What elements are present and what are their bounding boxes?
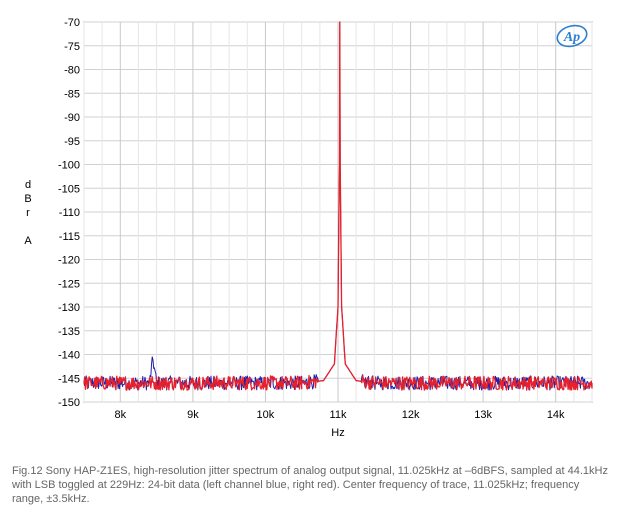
y-tick-label: -125 (58, 278, 80, 290)
y-tick-label: -115 (59, 231, 80, 243)
y-tick-label: -100 (58, 160, 80, 172)
y-tick-label: -140 (58, 350, 80, 362)
y-tick-label: -150 (58, 397, 80, 409)
series-line (83, 21, 593, 391)
y-axis-label-letter: r (26, 207, 30, 219)
chart: -70 -75 -80 -85 -90 -95 -100 -105 -110 -115 -120 -1… (24, 17, 593, 439)
x-tick-label: 11k (330, 409, 347, 421)
y-tick-label: -70 (64, 17, 80, 29)
y-tick-label: -95 (64, 136, 80, 148)
y-tick-label: -105 (58, 183, 80, 195)
ap-logo: Ap (556, 24, 588, 48)
figure-caption: Fig.12 Sony HAP-Z1ES, high-resolution ji… (12, 465, 608, 505)
y-axis-label-letter: d (25, 179, 31, 191)
y-tick-label: -85 (64, 88, 80, 100)
x-tick-label: 8k (114, 409, 126, 421)
x-tick-label: 9k (187, 409, 199, 421)
y-tick-label: -75 (64, 41, 80, 53)
y-axis-label-letter: B (24, 193, 31, 205)
ap-logo-text: Ap (563, 30, 580, 45)
y-axis-label-letter: A (24, 235, 32, 247)
x-axis-ticks: 8k 9k 10k 11k 12k 13k 14k (114, 409, 565, 421)
x-tick-label: 14k (547, 409, 565, 421)
x-tick-label: 13k (474, 409, 492, 421)
x-tick-label: 12k (402, 409, 420, 421)
y-axis-ticks: -70 -75 -80 -85 -90 -95 -100 -105 -110 -115 -120 -1… (58, 17, 80, 409)
series-layer (83, 21, 593, 391)
y-tick-label: -130 (58, 302, 80, 314)
y-tick-label: -145 (58, 373, 80, 385)
grid (83, 21, 593, 403)
y-axis-label: dBr A (24, 179, 32, 247)
y-tick-label: -80 (64, 65, 80, 77)
x-tick-label: 10k (257, 409, 275, 421)
y-tick-label: -90 (64, 112, 80, 124)
y-tick-label: -110 (59, 207, 80, 219)
x-axis-label: Hz (331, 427, 344, 439)
y-tick-label: -135 (58, 326, 80, 338)
y-tick-label: -120 (58, 255, 80, 267)
